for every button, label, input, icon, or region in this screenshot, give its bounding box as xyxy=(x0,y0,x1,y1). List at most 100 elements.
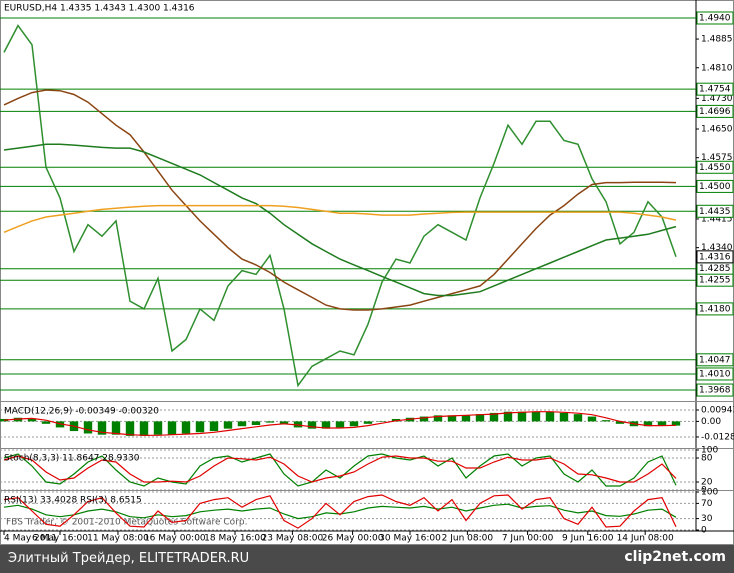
last-price-label: 1.4316 xyxy=(699,252,731,262)
histogram-bar xyxy=(27,418,37,422)
frame xyxy=(0,0,734,545)
logo: clip2net.com xyxy=(624,549,726,565)
level-label: 1.4047 xyxy=(699,355,731,365)
histogram-bar xyxy=(349,421,359,427)
histogram-bar xyxy=(125,421,135,436)
histogram-bar xyxy=(559,412,569,422)
x-tick-label: 4 May 2011 xyxy=(4,534,57,544)
histogram-bar xyxy=(97,421,107,435)
x-tick-label: 14 Jun 08:00 xyxy=(617,534,674,544)
histogram-bar xyxy=(531,411,541,422)
y-tick-label: 1.4575 xyxy=(701,153,733,163)
level-label: 1.4180 xyxy=(699,304,731,314)
level-label: 1.4435 xyxy=(699,207,731,217)
histogram-bar xyxy=(447,415,457,422)
x-tick-label: 9 Jun 16:00 xyxy=(562,534,614,544)
histogram-bar xyxy=(391,418,401,422)
histogram-bar xyxy=(111,421,121,435)
level-box xyxy=(696,273,734,287)
level-box xyxy=(696,160,734,174)
histogram-bar xyxy=(251,421,261,426)
histogram-bar xyxy=(209,421,219,432)
level-box xyxy=(696,82,734,96)
x-tick-label: 23 May 08:00 xyxy=(262,534,324,544)
histogram-bar xyxy=(223,421,233,429)
level-label: 1.4255 xyxy=(699,276,731,286)
histogram-bar xyxy=(503,411,513,422)
x-tick-label: 2 Jun 08:00 xyxy=(442,534,494,544)
histogram-bar xyxy=(517,411,527,422)
level-label: 1.3968 xyxy=(699,386,731,396)
histogram-bar xyxy=(377,421,387,422)
histogram-bar xyxy=(671,421,681,426)
histogram-bar xyxy=(307,421,317,429)
y-tick-label: 0.00 xyxy=(701,417,721,427)
y-tick-label: 0 xyxy=(701,526,707,536)
x-tick-label: 11 May 08:00 xyxy=(87,534,149,544)
level-box xyxy=(696,179,734,193)
level-box xyxy=(696,302,734,316)
level-label: 1.4010 xyxy=(699,369,731,379)
histogram-bar xyxy=(55,421,65,428)
histogram-bar xyxy=(237,421,247,427)
histogram-bar xyxy=(489,412,499,422)
series-line xyxy=(3,143,677,297)
level-label: 1.4696 xyxy=(699,107,731,117)
panel-title: EURUSD,H4 1.4335 1.4343 1.4300 1.4316 xyxy=(4,4,195,14)
x-tick-label: 7 Jun 00:00 xyxy=(502,534,554,544)
x-tick-label: 18 May 16:00 xyxy=(204,534,266,544)
y-tick-label: 1.4730 xyxy=(701,94,733,104)
footer-text: Элитный Трейдер, ELITETRADER.RU xyxy=(8,551,250,566)
histogram-bar xyxy=(41,421,51,424)
histogram-bar xyxy=(139,421,149,436)
histogram-bar xyxy=(643,421,653,427)
histogram-bar xyxy=(83,421,93,434)
series-line xyxy=(3,204,677,233)
series-line xyxy=(3,89,677,311)
series-line xyxy=(3,453,677,487)
histogram-bar xyxy=(167,421,177,435)
level-box xyxy=(696,353,734,367)
chart: FBS Trader, © 2001-2010 MetaQuotes Softw… xyxy=(0,0,734,545)
y-tick-label: 1.4415 xyxy=(701,214,733,224)
histogram-bar xyxy=(181,421,191,434)
level-label: 1.4940 xyxy=(699,13,731,23)
histogram-bar xyxy=(475,414,485,422)
level-box xyxy=(696,11,734,25)
histogram-bar xyxy=(657,421,667,426)
series-line xyxy=(3,24,677,388)
panel-title: RSI(13) 33.4028 RSI(3) 8.6515 xyxy=(4,496,142,506)
level-label: 1.4754 xyxy=(699,85,731,95)
panel-title: Stoch(8,3,3) 11.8647 28.9330 xyxy=(4,454,140,464)
histogram-bar xyxy=(153,421,163,435)
level-box xyxy=(696,104,734,118)
y-tick-label: 80 xyxy=(701,454,713,464)
histogram-bar xyxy=(573,414,583,422)
y-tick-label: 20 xyxy=(701,478,713,488)
y-tick-label: 100 xyxy=(701,488,718,498)
y-tick-label: 0.00943 xyxy=(701,405,734,415)
footer-bar: Элитный Трейдер, ELITETRADER.RU clip2net… xyxy=(0,545,734,573)
y-tick-label: -0.01287 xyxy=(701,432,734,442)
y-tick-label: 1.4810 xyxy=(701,63,733,73)
series-line xyxy=(3,411,677,436)
x-tick-label: 6 May 16:00 xyxy=(32,534,88,544)
panel-title: MACD(12,26,9) -0.00349 -0.00320 xyxy=(4,407,159,417)
histogram-bar xyxy=(195,421,205,433)
y-tick-label: 30 xyxy=(701,514,713,524)
level-box xyxy=(696,383,734,397)
y-tick-label: 1.4885 xyxy=(701,35,733,45)
histogram-bar xyxy=(587,416,597,422)
histogram-bar xyxy=(461,415,471,422)
series-line xyxy=(3,494,677,529)
y-tick-label: 1.4650 xyxy=(701,124,733,134)
last-price-box xyxy=(696,250,734,264)
histogram-bar xyxy=(363,421,373,424)
y-tick-label: 70 xyxy=(701,499,713,509)
histogram-bar xyxy=(615,421,625,424)
histogram-bar xyxy=(265,421,275,423)
level-label: 1.4500 xyxy=(699,182,731,192)
level-label: 1.4550 xyxy=(699,163,731,173)
y-tick-label: 1.4340 xyxy=(701,243,733,253)
